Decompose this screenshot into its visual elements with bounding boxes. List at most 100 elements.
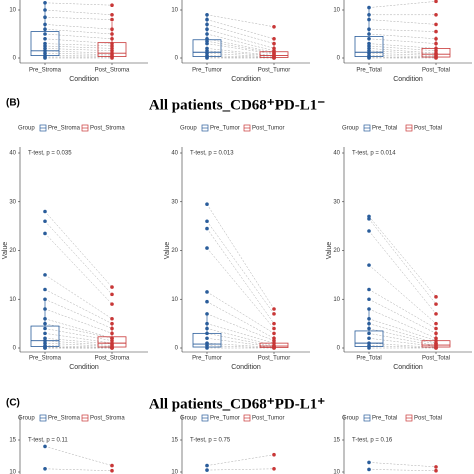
point — [434, 0, 438, 4]
y-tick-label: 0 — [13, 56, 17, 62]
legend-label: Pre_Tumor — [210, 416, 240, 422]
pair-line — [206, 43, 275, 55]
point — [367, 307, 371, 311]
point — [110, 331, 114, 336]
panel-title: All patients_CD68⁺PD-L1⁺ — [149, 396, 325, 412]
plot: 10 15 T-test, p = 0.11 Group Pre_Stroma Post_… — [9, 414, 125, 474]
y-tick-label: 0 — [337, 346, 341, 352]
x-tick-label: Post_Tumor — [258, 68, 290, 74]
y-axis-label: Value — [326, 242, 333, 259]
point — [110, 292, 114, 297]
legend-title: Group — [342, 416, 359, 422]
plot: 0 10 Pre_Stroma Post_Stroma Condition — [9, 0, 148, 83]
point — [367, 287, 371, 292]
y-tick-label: 15 — [333, 438, 340, 444]
plot: 0 10 Pre_Tumor Post_Tumor Condition — [171, 0, 310, 83]
point — [367, 229, 371, 233]
point — [367, 297, 371, 302]
point — [272, 321, 276, 326]
annotation: T-test, p = 0.035 — [28, 151, 72, 157]
y-tick-label: 40 — [333, 151, 340, 157]
point — [367, 217, 371, 221]
point — [43, 273, 47, 277]
point — [272, 56, 276, 60]
x-tick-label: Pre_Tumor — [192, 356, 222, 362]
pair-line — [368, 469, 437, 471]
annotation: T-test, p = 0.014 — [352, 151, 396, 157]
point — [43, 331, 47, 336]
y-tick-label: 30 — [9, 199, 16, 205]
y-tick-label: 20 — [171, 248, 178, 254]
pair-line — [44, 48, 113, 52]
y-tick-label: 40 — [171, 151, 178, 157]
pair-line — [368, 50, 437, 55]
pair-line — [206, 345, 275, 349]
x-axis-label: Condition — [69, 364, 99, 371]
y-tick-label: 15 — [171, 438, 178, 444]
pair-line — [44, 299, 113, 329]
annotation: T-test, p = 0.16 — [352, 438, 393, 444]
y-tick-label: 20 — [9, 248, 16, 254]
point — [205, 219, 209, 224]
point — [110, 32, 114, 36]
pair-line — [206, 221, 275, 315]
point — [205, 290, 209, 294]
point — [43, 37, 47, 41]
y-tick-label: 40 — [9, 151, 16, 157]
pair-line — [368, 289, 437, 329]
pair-line — [368, 318, 437, 341]
point — [205, 246, 209, 250]
plot: 0 10 Pre_Total Post_Total Condition — [333, 0, 472, 83]
y-tick-label: 30 — [333, 199, 340, 205]
annotation: T-test, p = 0.75 — [190, 438, 231, 444]
pair-line — [44, 33, 113, 40]
point — [205, 32, 209, 36]
pair-line — [44, 211, 113, 288]
pair-line — [44, 2, 113, 6]
point — [367, 56, 371, 60]
point — [367, 326, 371, 331]
point — [434, 468, 438, 473]
point — [434, 13, 438, 17]
pair-line — [368, 33, 437, 40]
point — [43, 1, 47, 5]
point — [43, 297, 47, 302]
y-tick-label: 30 — [171, 199, 178, 205]
plot: 10 15 T-test, p = 0.16 Group Pre_Total Post_T… — [333, 414, 442, 474]
point — [434, 22, 438, 27]
pair-line — [44, 333, 113, 344]
point — [434, 302, 438, 306]
x-tick-label: Post_Total — [422, 68, 450, 74]
pair-line — [44, 233, 113, 305]
point — [205, 41, 209, 46]
panel-label: (C) — [6, 398, 20, 409]
pair-line — [206, 28, 275, 49]
pair-line — [44, 342, 113, 347]
pair-line — [44, 308, 113, 334]
point — [272, 331, 276, 336]
point — [367, 263, 371, 267]
point — [205, 299, 209, 304]
data-layer — [30, 1, 127, 60]
legend-label: Pre_Tumor — [210, 126, 240, 132]
point — [43, 287, 47, 292]
point — [43, 321, 47, 326]
y-tick-label: 20 — [333, 248, 340, 254]
point — [43, 231, 47, 236]
point — [110, 56, 114, 60]
pair-line — [44, 43, 113, 47]
legend-label: Pre_Total — [372, 126, 397, 132]
point — [110, 285, 114, 289]
point — [43, 346, 47, 350]
pair-line — [368, 216, 437, 297]
pair-line — [44, 16, 113, 20]
point — [110, 37, 114, 41]
annotation: T-test, p = 0.013 — [190, 151, 234, 157]
point — [367, 460, 371, 465]
pair-line — [368, 230, 437, 315]
y-tick-label: 0 — [175, 346, 179, 352]
point — [110, 17, 114, 22]
pair-line — [206, 19, 275, 40]
y-tick-label: 10 — [9, 470, 16, 474]
